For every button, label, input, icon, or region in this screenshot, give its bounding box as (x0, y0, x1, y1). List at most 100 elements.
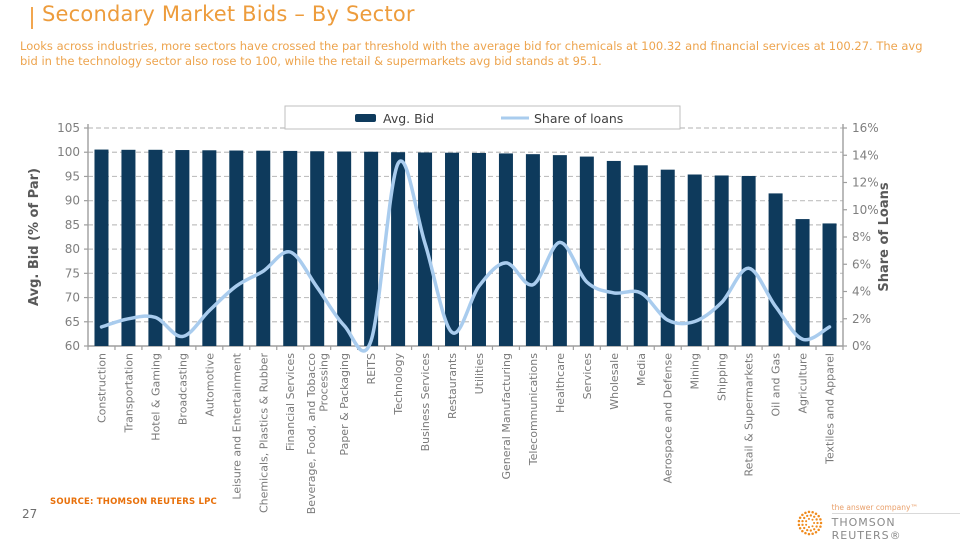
share-of-loans-line (99, 159, 832, 353)
title-accent-bar (31, 7, 33, 29)
avg-bid-bar (606, 160, 621, 346)
x-axis-category-label: REITS (365, 353, 378, 385)
logo-dot (817, 514, 820, 517)
source-note: SOURCE: THOMSON REUTERS LPC (50, 497, 217, 507)
avg-bid-bar (768, 193, 783, 346)
x-axis-category-label: Utilities (473, 353, 486, 395)
y-axis-left-tick-label: 65 (65, 315, 80, 329)
x-axis-category-label: Shipping (716, 353, 729, 401)
avg-bid-bar (714, 175, 729, 346)
avg-bid-bar (148, 149, 163, 346)
logo-dot (801, 529, 804, 532)
x-axis-category-label: Services (581, 353, 594, 400)
avg-bid-bar (633, 165, 648, 346)
logo-dot (807, 517, 810, 520)
x-axis-category-label: Retail & Supermarkets (743, 353, 756, 477)
logo-dot (803, 526, 806, 529)
avg-bid-bar (660, 169, 675, 346)
x-axis-category-label: Textiles and Apparel (824, 353, 837, 465)
logo-dot (804, 531, 807, 534)
x-axis-category-label: Paper & Packaging (338, 353, 351, 456)
x-axis-category-label: Mining (689, 353, 702, 390)
y-axis-left-tick-label: 80 (65, 242, 80, 256)
logo-dot (819, 517, 822, 521)
x-axis-category-label: Chemicals, Plastics & Rubber (257, 353, 270, 513)
y-axis-left-tick-label: 95 (65, 169, 80, 183)
logo-dot (809, 528, 812, 532)
page-number: 27 (22, 507, 38, 521)
x-axis-category-label: Leisure and Entertainment (230, 352, 243, 499)
logo-dot (813, 515, 816, 518)
avg-bid-bar (822, 223, 837, 346)
logo-dot (806, 528, 809, 531)
logo-dot (819, 521, 823, 524)
y-axis-right-title: Share of Loans (877, 182, 892, 291)
logo-dot (797, 523, 801, 526)
x-axis-category-label: Construction (95, 353, 108, 423)
y-axis-right-tick-label: 2% (852, 312, 871, 326)
y-axis-right-tick-label: 6% (852, 257, 871, 271)
logo-dot (814, 511, 818, 515)
avg-bid-bar (445, 152, 460, 346)
avg-bid-bar (202, 150, 217, 346)
logo-dot (807, 525, 810, 528)
x-axis-category-label: Broadcasting (176, 353, 189, 425)
logo-dot (807, 510, 811, 513)
logo-dot (797, 519, 801, 522)
logo-dot (805, 519, 808, 522)
y-axis-left-tick-label: 70 (65, 291, 80, 305)
x-axis-category-label: Beverage, Food, and Tobacco (305, 353, 318, 515)
x-axis-category-label: Business Services (419, 353, 432, 452)
x-axis-category-label: Financial Services (284, 353, 297, 451)
logo-dot (804, 511, 807, 514)
x-axis-category-label: Agriculture (797, 353, 810, 414)
y-axis-right-tick-label: 14% (852, 148, 879, 162)
logo-dot (798, 526, 802, 530)
logo-dot (816, 521, 819, 524)
avg-bid-bar (337, 151, 352, 346)
logo-dot (814, 530, 818, 534)
x-axis-category-label: Telecommunications (527, 353, 540, 467)
avg-bid-bar (552, 155, 567, 346)
y-axis-left-tick-label: 75 (65, 266, 80, 280)
y-axis-left-tick-label: 105 (57, 121, 80, 135)
logo-brand: THOMSON REUTERS® (831, 516, 902, 542)
avg-bid-bar (94, 149, 109, 346)
logo-dot (817, 528, 820, 531)
y-axis-right-tick-label: 10% (852, 203, 879, 217)
x-axis-category-label: Hotel & Gaming (149, 353, 162, 441)
logo-dot (813, 527, 816, 530)
logo-dot (811, 532, 814, 535)
x-axis-category-label: Media (635, 353, 648, 386)
slide-subtitle: Looks across industries, more sectors ha… (20, 39, 923, 69)
avg-bid-bar (741, 175, 756, 346)
thomson-reuters-kinesis-icon (797, 510, 823, 535)
thomson-reuters-logo: the answer company™ THOMSON REUTERS® (796, 503, 960, 542)
avg-bid-bar (795, 219, 810, 346)
avg-bid-bar (364, 151, 379, 346)
avg-bid-bar (498, 153, 513, 346)
avg-bid-bar (121, 149, 136, 346)
y-axis-right-tick-label: 8% (852, 230, 871, 244)
logo-dot (805, 523, 808, 526)
avg-bid-bar (256, 150, 271, 346)
x-axis-category-label: Restaurants (446, 353, 459, 419)
avg-bid-bar (471, 152, 486, 346)
y-axis-left-tick-label: 90 (65, 194, 80, 208)
logo-dot (809, 513, 812, 517)
avg-bid-bar (687, 174, 702, 346)
logo-dot (811, 518, 814, 521)
legend-box (284, 105, 681, 130)
x-axis-category-label: Technology (392, 353, 405, 416)
y-axis-right-tick-label: 4% (852, 285, 871, 299)
avg-bid-bar (283, 150, 298, 346)
y-axis-left-tick-label: 60 (65, 339, 80, 353)
logo-dot (813, 521, 816, 524)
logo-dot (811, 524, 814, 527)
legend-share-of-loans-label: Share of loans (534, 111, 623, 126)
x-axis-category-label: Transportation (122, 353, 135, 433)
logo-dot (815, 517, 818, 521)
x-axis-category-label: General Manufacturing (500, 353, 513, 480)
avg-bid-bar (391, 152, 406, 346)
